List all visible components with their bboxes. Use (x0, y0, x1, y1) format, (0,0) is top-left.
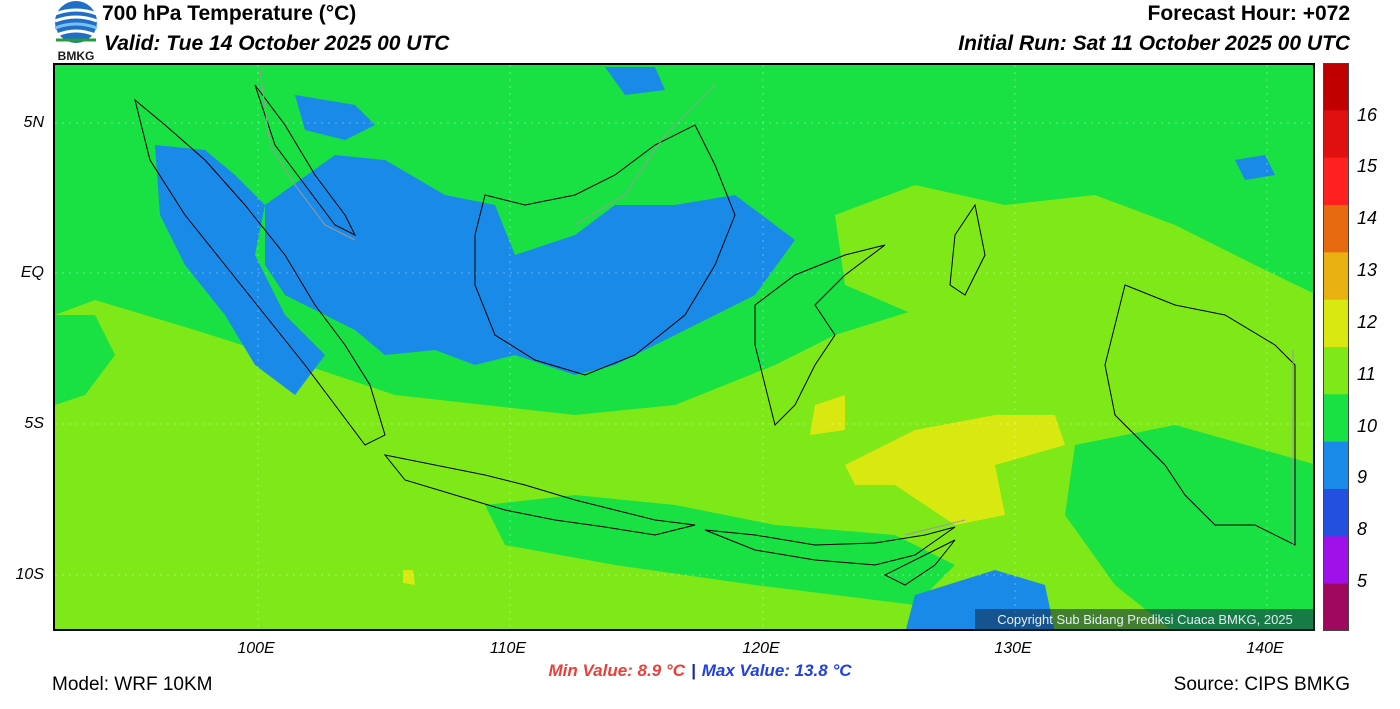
coast-timor (883, 539, 956, 586)
temp-patch-10-11 (485, 495, 955, 605)
colorbar-label-8: 8 (1357, 519, 1368, 539)
colorbar-label-16: 16 (1357, 105, 1378, 125)
colorbar-label-9: 9 (1357, 467, 1368, 487)
lon-label-130e: 130E (994, 640, 1032, 657)
colorbar-label-13: 13 (1357, 260, 1378, 280)
min-max-separator: | (690, 661, 696, 680)
lat-label-eq: EQ (20, 264, 44, 281)
coast-nusa-tenggara (704, 526, 956, 566)
coast-papua (1104, 284, 1296, 546)
lon-label-100e: 100E (237, 640, 275, 657)
temp-patch-12-13 (845, 415, 1065, 525)
map-title: 700 hPa Temperature (°C) (102, 2, 357, 25)
lon-label-140e: 140E (1246, 640, 1284, 657)
temp-patch-10-11-west (55, 315, 115, 405)
initial-run: Initial Run: Sat 11 October 2025 00 UTC (958, 32, 1350, 55)
temperature-map (53, 63, 1315, 631)
colorbar-segment (1323, 536, 1349, 585)
colorbar-segment (1323, 157, 1349, 206)
temp-patch-9-10-east (1235, 155, 1275, 180)
temp-band-11-12-east (835, 185, 1313, 385)
temp-patch-9-10-borneo (265, 155, 795, 375)
forecast-hour: Forecast Hour: +072 (1147, 2, 1351, 25)
temp-patch-9-10-sumatra (155, 145, 325, 395)
colorbar-segment (1323, 63, 1349, 111)
lat-label-5s: 5S (24, 415, 44, 432)
colorbar-segment (1323, 205, 1349, 253)
colorbar-segment (1323, 489, 1349, 537)
colorbar-label-11: 11 (1357, 364, 1376, 384)
min-max-values: Min Value: 8.9 °C | Max Value: 13.8 °C (0, 661, 1400, 681)
colorbar-segment (1323, 347, 1349, 395)
lat-label-5n: 5N (23, 114, 44, 131)
lat-label-10s: 10S (15, 566, 44, 583)
coast-maluku (949, 203, 986, 296)
valid-time: Valid: Tue 14 October 2025 00 UTC (104, 32, 450, 55)
colorbar-label-14: 14 (1357, 208, 1378, 228)
data-source: Source: CIPS BMKG (1173, 674, 1350, 695)
lon-label-110e: 110E (489, 640, 527, 657)
temp-patch-9-10-north (295, 95, 375, 140)
colorbar-segment (1323, 252, 1349, 301)
coast-sulawesi (754, 244, 886, 426)
colorbar-label-10: 10 (1357, 416, 1378, 436)
colorbar-label-5: 5 (1357, 571, 1368, 591)
temp-patch-12-13-small (403, 570, 415, 585)
lon-label-120e: 120E (742, 640, 780, 657)
colorbar-label-12: 12 (1357, 312, 1378, 332)
colorbar-segment (1323, 583, 1349, 632)
max-value: Max Value: 13.8 °C (701, 661, 852, 680)
min-value: Min Value: 8.9 °C (548, 661, 685, 680)
colorbar-border (1323, 63, 1349, 631)
coast-sumatra (134, 98, 386, 446)
coast-borneo (474, 124, 736, 376)
colorbar-segment (1323, 110, 1349, 159)
colorbar-segment (1323, 441, 1349, 490)
temp-patch-9-10-ne (605, 67, 665, 95)
temp-band-11-12-south (55, 300, 1313, 629)
logo-text: BMKG (58, 49, 95, 62)
temp-patch-10-11-se (1065, 425, 1313, 629)
colorbar-label-15: 15 (1357, 156, 1378, 176)
model-name: Model: WRF 10KM (52, 674, 213, 695)
colorbar-segment (1323, 299, 1349, 348)
colorbar (1323, 63, 1349, 632)
copyright-notice: Copyright Sub Bidang Prediksi Cuaca BMKG… (975, 609, 1315, 631)
colorbar-segment (1323, 394, 1349, 443)
temp-patch-12-13-sulawesi (810, 395, 845, 435)
coast-malay-peninsula (254, 84, 357, 237)
bmkg-logo: BMKG (52, 0, 100, 63)
coast-java (383, 454, 696, 536)
